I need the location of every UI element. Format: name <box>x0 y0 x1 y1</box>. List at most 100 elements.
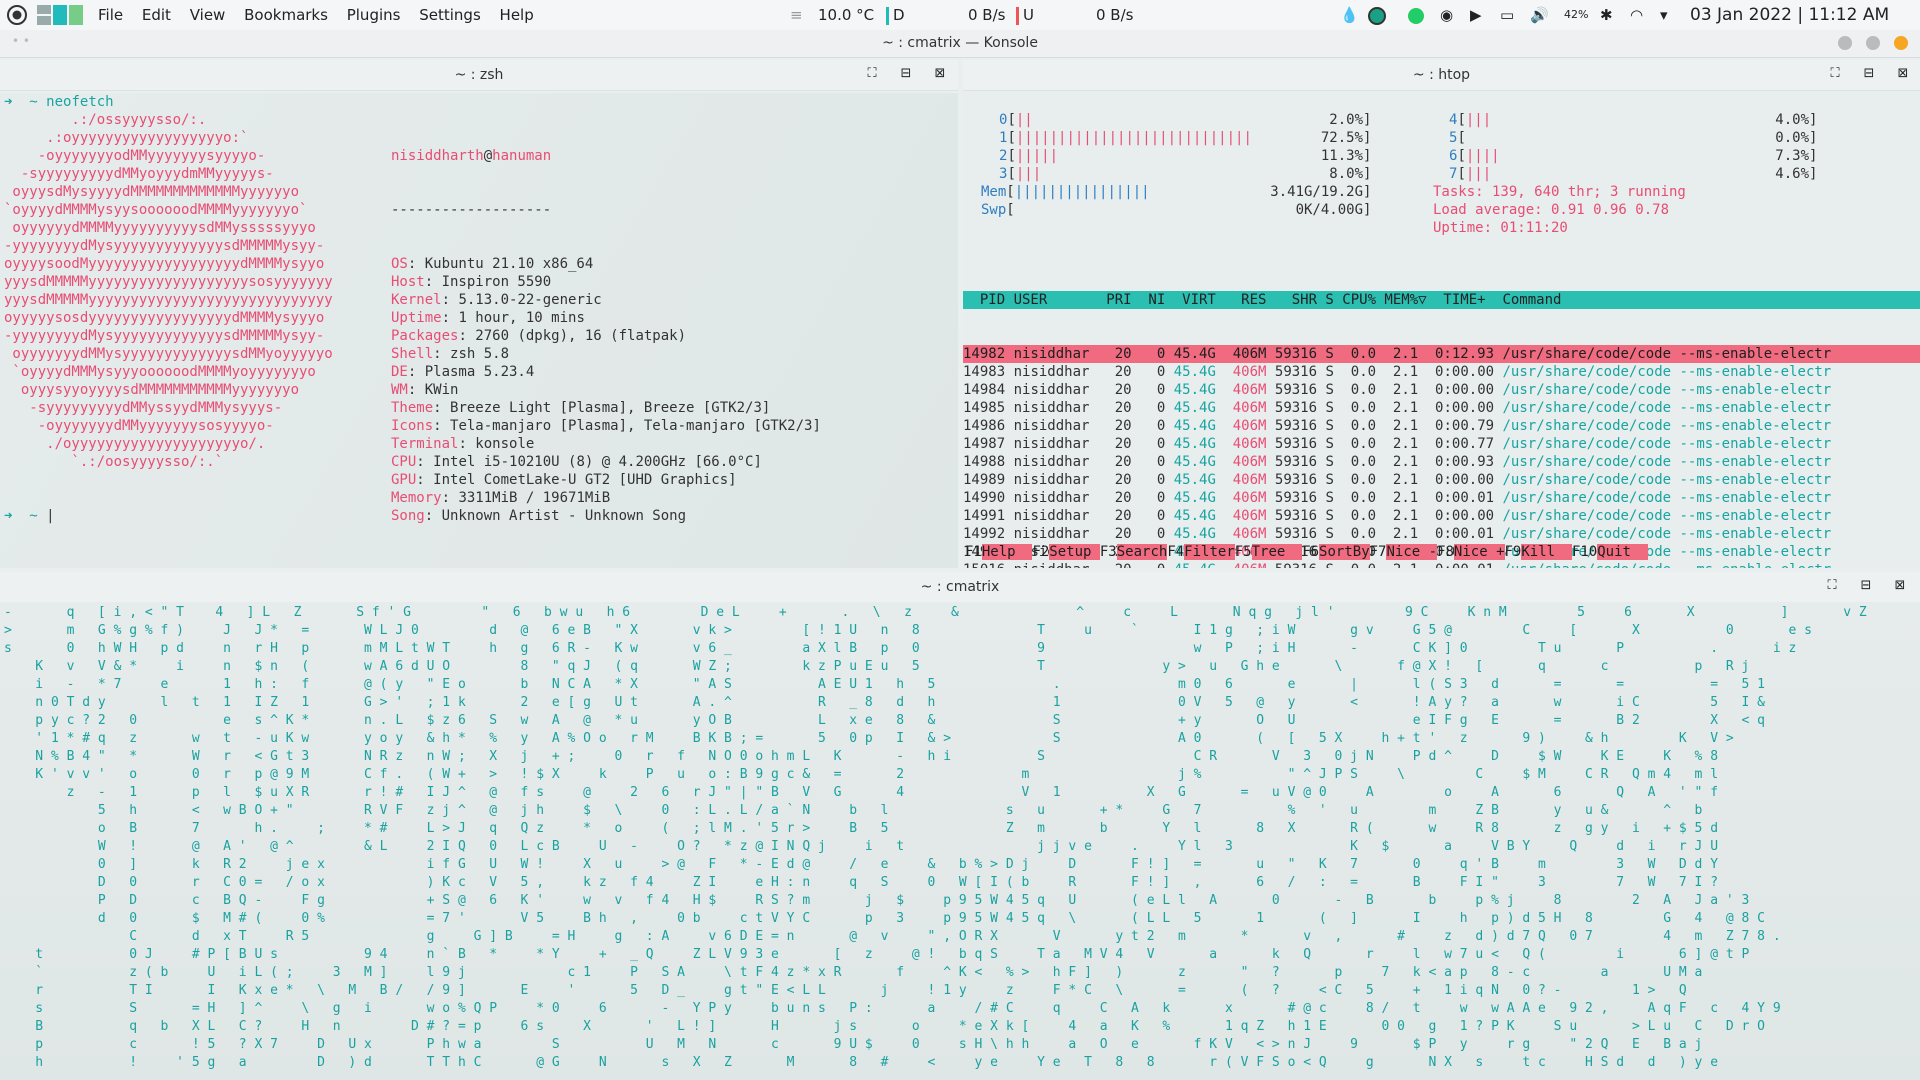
fkey-f6[interactable]: F6SortBy <box>1302 544 1370 560</box>
state-cpu-mem-time: S 0.0 2.1 0:00.01 <box>1317 562 1494 568</box>
maximize-button[interactable] <box>1866 36 1880 50</box>
meter-bracket: ] <box>1809 148 1818 164</box>
info-key: Memory <box>391 490 442 506</box>
fkey-f7[interactable]: F7Nice - <box>1370 544 1438 560</box>
info-row: Shell: zsh 5.8 <box>391 345 821 363</box>
process-row[interactable]: 14987 nisiddhar 20 0 45.4G 406M 59316 S … <box>963 435 1920 453</box>
matrix-line: o B 7 h . ; * # L > J q Q z * o ( ; l M … <box>4 821 1719 836</box>
window-titlebar[interactable]: • • ~ : cmatrix — Konsole <box>0 30 1920 58</box>
host-name: hanuman <box>492 148 552 164</box>
expand-icon[interactable]: ⛶ <box>867 66 877 81</box>
pane-close-icon[interactable]: ⊠ <box>1897 66 1909 81</box>
user: nisiddhar <box>1005 454 1090 470</box>
cmatrix-terminal[interactable]: - q [ i , < " T 4 ] L Z S f ' G " 6 b w … <box>0 602 1920 1080</box>
matrix-line: W ! @ A ' @ ^ & L 2 I Q 0 L c B U - O ? … <box>4 839 1719 854</box>
disk-u-rate: 0 B/s <box>1096 6 1134 24</box>
menu-edit[interactable]: Edit <box>141 6 171 24</box>
battery-icon[interactable]: 42% <box>1564 0 1588 30</box>
info-value: 2760 (dpkg), 16 (flatpak) <box>475 328 687 344</box>
res: 406M <box>1216 562 1267 568</box>
pane-close-icon[interactable]: ⊠ <box>934 66 946 81</box>
cmatrix-pane-header: ~ : cmatrix ⛶ ⊟ ⊠ <box>0 572 1920 603</box>
disk-u-label: U <box>1023 6 1034 24</box>
state-cpu-mem-time: S 0.0 2.1 0:00.00 <box>1317 400 1495 416</box>
fkey-key: F6 <box>1302 544 1320 560</box>
battery-status-icon[interactable]: ▭ <box>1500 6 1515 24</box>
window-menu-icon[interactable]: • • <box>12 34 30 48</box>
command-path: /usr/share/code/code <box>1502 526 1672 542</box>
shell-prompt-line[interactable]: ➜ ~ | <box>4 507 55 525</box>
split-icon[interactable]: ⊟ <box>1860 578 1872 593</box>
fkey-label: Nice - <box>1386 544 1438 560</box>
app-launcher-icon[interactable] <box>6 0 28 30</box>
expand-icon[interactable]: ⛶ <box>1827 578 1837 593</box>
wifi-icon[interactable]: ◠ <box>1630 6 1644 24</box>
clock[interactable]: 03 Jan 2022 | 11:12 AM <box>1690 5 1890 25</box>
logo-line: oyyyyyydMMMMyyyyyyyyyysdMMysssssyyyo <box>4 220 316 236</box>
menu-help[interactable]: Help <box>499 6 534 24</box>
cpu-bar: |||||||||||||||||||||||||||| <box>1015 130 1252 146</box>
menu-file[interactable]: File <box>98 6 124 24</box>
menu-settings[interactable]: Settings <box>419 6 481 24</box>
fkey-f8[interactable]: F8Nice + <box>1437 544 1505 560</box>
fkey-f1[interactable]: F1Help <box>965 544 1033 560</box>
fkey-f10[interactable]: F10Quit <box>1572 544 1648 560</box>
process-row[interactable]: 15016 nisiddhar 20 0 45.4G 406M 59316 S … <box>963 561 1920 568</box>
command-path: /usr/share/code/code <box>1502 472 1672 488</box>
pid: 14988 <box>963 454 1006 470</box>
gap <box>1494 382 1502 398</box>
process-row[interactable]: 14985 nisiddhar 20 0 45.4G 406M 59316 S … <box>963 399 1920 417</box>
minimize-button[interactable] <box>1838 36 1852 50</box>
split-icon[interactable]: ⊟ <box>900 66 912 81</box>
htop-terminal[interactable]: 0[|| 2.0%] 4[||| 4.0%] 1[|||||||||||||||||||… <box>963 93 1920 568</box>
logo-line: -yyyyyyyydMysyyyyyyyyyyyyysdMMMMMysyy- <box>4 238 325 254</box>
prompt-arrow-icon: ➜ <box>4 508 13 524</box>
process-row[interactable]: 14982 nisiddhar 20 0 45.4G 406M 59316 S … <box>963 345 1920 363</box>
cpu-bar: ||| <box>1465 112 1492 128</box>
info-key: DE <box>391 364 408 380</box>
volume-icon[interactable]: 🔊 <box>1530 6 1549 24</box>
process-row[interactable]: 14986 nisiddhar 20 0 45.4G 406M 59316 S … <box>963 417 1920 435</box>
drop-icon[interactable]: 💧 <box>1340 6 1359 24</box>
menu-bookmarks[interactable]: Bookmarks <box>244 6 328 24</box>
command-path: /usr/share/code/code <box>1502 490 1672 506</box>
process-row[interactable]: 14990 nisiddhar 20 0 45.4G 406M 59316 S … <box>963 489 1920 507</box>
status-circle-icon[interactable] <box>1368 0 1386 30</box>
bluetooth-icon[interactable]: ✱ <box>1600 6 1613 24</box>
fkey-key: F3 <box>1099 544 1117 560</box>
process-row[interactable]: 14989 nisiddhar 20 0 45.4G 406M 59316 S … <box>963 471 1920 489</box>
fkey-f3[interactable]: F3Search <box>1099 544 1168 560</box>
cpu-meter-row: 3[||| 8.0%] 7[||| 4.6%] <box>963 165 1920 183</box>
update-icon[interactable] <box>1408 0 1424 30</box>
close-button[interactable] <box>1894 36 1908 50</box>
fkey-f2[interactable]: F2Setup <box>1032 544 1100 560</box>
zsh-terminal[interactable]: ➜ ~ neofetch .:/ossyyyysso/:. .:oyyyyyyy… <box>0 93 958 568</box>
zsh-pane-header: ~ : zsh ⛶ ⊟ ⊠ <box>0 60 958 91</box>
temperature-readout: 10.0 °C <box>818 6 875 24</box>
meter-bracket: ] <box>1363 166 1372 182</box>
fkey-f4[interactable]: F4Filter <box>1167 544 1235 560</box>
pid: 14990 <box>963 490 1006 506</box>
expand-icon[interactable]: ⛶ <box>1830 66 1840 81</box>
process-row[interactable]: 14992 nisiddhar 20 0 45.4G 406M 59316 S … <box>963 525 1920 543</box>
media-play-icon[interactable]: ▶ <box>1470 6 1482 24</box>
info-key: WM <box>391 382 408 398</box>
thermometer-icon: ≡ <box>790 6 803 24</box>
matrix-line: ' 1 * # q z w t - u K w y o y & h * % y … <box>4 731 1734 746</box>
clipboard-icon[interactable]: ◉ <box>1440 6 1454 24</box>
process-row[interactable]: 14991 nisiddhar 20 0 45.4G 406M 59316 S … <box>963 507 1920 525</box>
menu-view[interactable]: View <box>189 6 226 24</box>
fkey-f5[interactable]: F5Tree <box>1235 544 1303 560</box>
process-row[interactable]: 14984 nisiddhar 20 0 45.4G 406M 59316 S … <box>963 381 1920 399</box>
process-row[interactable]: 14988 nisiddhar 20 0 45.4G 406M 59316 S … <box>963 453 1920 471</box>
tray-expand-icon[interactable]: ▾ <box>1660 6 1668 24</box>
process-row[interactable]: 14983 nisiddhar 20 0 45.4G 406M 59316 S … <box>963 363 1920 381</box>
fkey-f9[interactable]: F9Kill <box>1505 544 1572 560</box>
process-table-header[interactable]: PID USER PRI NI VIRT RES SHR S CPU% MEM%… <box>963 291 1920 309</box>
pane-close-icon[interactable]: ⊠ <box>1894 578 1906 593</box>
pager-icon[interactable] <box>36 0 84 30</box>
shr: 59316 <box>1266 382 1318 398</box>
split-icon[interactable]: ⊟ <box>1863 66 1875 81</box>
pid: 14989 <box>963 472 1006 488</box>
menu-plugins[interactable]: Plugins <box>346 6 401 24</box>
